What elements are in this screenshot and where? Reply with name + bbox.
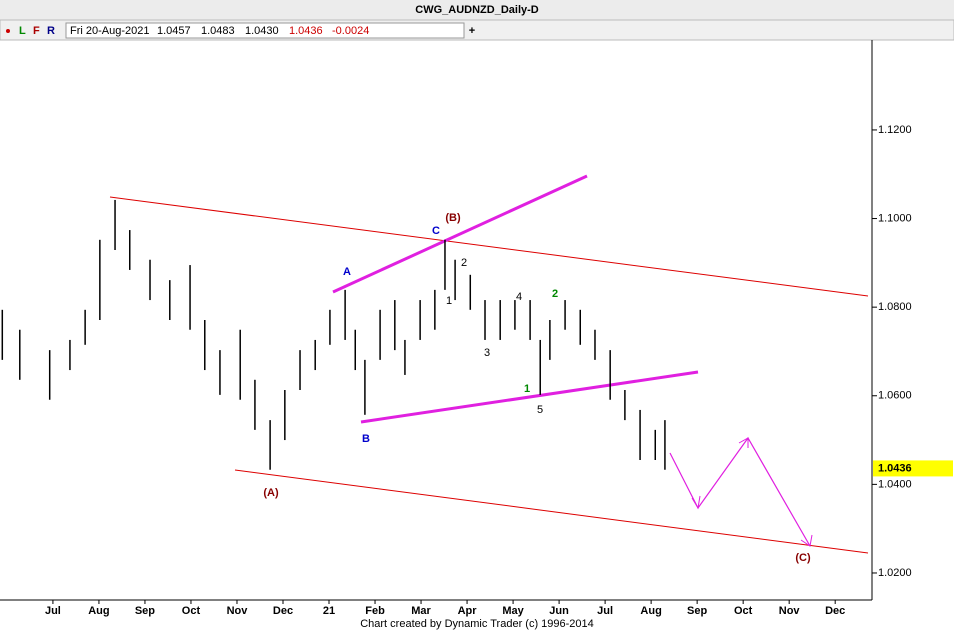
wave-label: (C) (795, 552, 811, 564)
date: Fri 20-Aug-2021 (70, 25, 150, 37)
x-tick-label: Oct (734, 605, 753, 617)
x-tick-label: Aug (640, 605, 661, 617)
low: 1.0430 (245, 25, 279, 37)
change: -0.0024 (332, 25, 369, 37)
wave-label: (A) (263, 487, 279, 499)
channel-line (109, 196, 869, 297)
wave-label: (B) (445, 212, 461, 224)
y-tick-label: 1.0600 (878, 390, 912, 402)
arrow-head (800, 534, 813, 547)
button[interactable]: L (19, 25, 26, 37)
wave-label: C (432, 225, 440, 237)
wave-label: 2 (461, 257, 467, 269)
projection (669, 436, 811, 547)
wave-label: 5 (537, 404, 543, 416)
wave-label: 3 (484, 347, 490, 359)
x-tick-label: Jun (549, 605, 569, 617)
y-tick-label: 1.0800 (878, 301, 912, 313)
x-tick-label: Nov (779, 605, 801, 617)
wave-label: 4 (516, 291, 522, 303)
wave-label: B (362, 433, 370, 445)
wave-label: 2 (552, 288, 558, 300)
wave-label: 1 (524, 383, 530, 395)
last-price-box (873, 460, 953, 477)
trend-line (360, 370, 699, 424)
wave-label: 1 (446, 295, 452, 307)
last-price-label: 1.0436 (878, 462, 912, 474)
high: 1.0483 (201, 25, 235, 37)
x-tick-label: Feb (365, 605, 385, 617)
channel-line (234, 469, 869, 554)
button[interactable]: R (47, 25, 55, 37)
x-tick-label: Mar (411, 605, 431, 617)
x-tick-label: 21 (323, 605, 335, 617)
x-tick-label: Jul (45, 605, 61, 617)
dot (6, 29, 10, 33)
footer: Chart created by Dynamic Trader (c) 1996… (360, 618, 594, 630)
x-tick-label: Dec (825, 605, 845, 617)
open: 1.0457 (157, 25, 191, 37)
x-tick-label: Dec (273, 605, 293, 617)
info-box (65, 22, 465, 39)
title-bar (0, 0, 954, 20)
y-tick-label: 1.1000 (878, 212, 912, 224)
chart-title: CWG_AUDNZD_Daily-D (415, 4, 539, 16)
x-tick-label: Apr (458, 605, 478, 617)
x-tick-label: Sep (135, 605, 155, 617)
arrow-head (738, 437, 749, 448)
x-tick-label: May (502, 605, 524, 617)
y-tick-label: 1.0200 (878, 567, 912, 579)
trend-line (332, 174, 588, 294)
y-tick-label: 1.0400 (878, 478, 912, 490)
x-tick-label: Aug (88, 605, 109, 617)
x-tick-label: Jul (597, 605, 613, 617)
close: 1.0436 (289, 25, 323, 37)
arrow-head (691, 495, 701, 510)
x-tick-label: Sep (687, 605, 707, 617)
footer-bg (0, 620, 954, 632)
button[interactable]: F (33, 25, 40, 37)
wave-label: A (343, 266, 351, 278)
x-tick-label: Nov (227, 605, 249, 617)
x-tick-label: Oct (182, 605, 201, 617)
y-tick-label: 1.1200 (878, 124, 912, 136)
add-button[interactable]: + (469, 25, 475, 37)
